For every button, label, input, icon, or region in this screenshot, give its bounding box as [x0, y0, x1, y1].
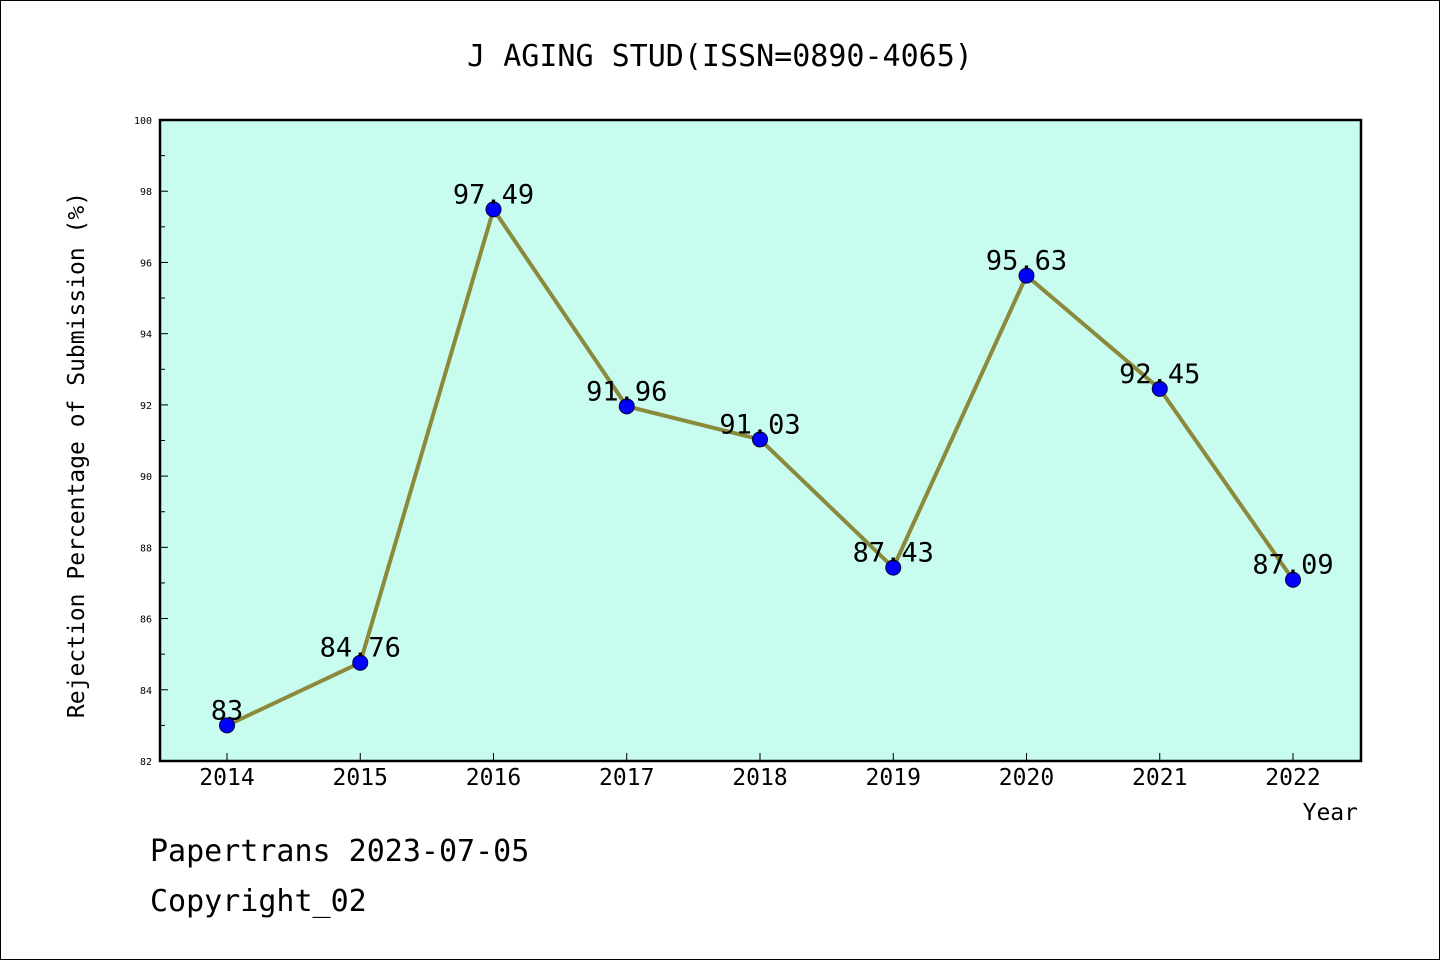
data-point	[618, 398, 635, 415]
data-point	[1285, 571, 1301, 588]
y-tick-label: 94	[140, 330, 152, 341]
data-point	[352, 654, 369, 671]
x-tick-label: 2020	[999, 765, 1054, 791]
y-axis-label: Rejection Percentage of Submission (%)	[64, 192, 90, 718]
x-tick-label: 2021	[1132, 765, 1187, 791]
data-point	[219, 717, 235, 734]
data-point	[1151, 380, 1168, 397]
y-tick-label: 86	[140, 615, 152, 626]
x-tick-label: 2015	[333, 765, 388, 791]
footer-line-2: Copyright_02	[150, 884, 367, 919]
data-label: 91.96	[586, 376, 667, 407]
y-tick-label: 84	[140, 686, 152, 697]
data-labels: 83 84.76 97.49 91.96 91.03 87.43 95.63 92.45 87.…	[211, 179, 1334, 726]
data-label: 95.63	[986, 246, 1067, 277]
data-label: 84.76	[320, 633, 401, 664]
data-label: 83	[211, 695, 244, 726]
footer-line-1: Papertrans 2023-07-05	[150, 834, 530, 869]
x-tick-label: 2018	[732, 765, 787, 791]
plot-border	[158, 118, 1363, 763]
data-point	[1018, 267, 1035, 284]
data-label: 91.03	[719, 409, 800, 440]
x-tick-label: 2019	[866, 765, 921, 791]
y-tick-label: 90	[140, 472, 152, 483]
data-point	[752, 431, 768, 448]
data-label: 92.45	[1119, 359, 1200, 390]
y-tick-label: 98	[140, 187, 152, 198]
x-axis: 2014 2015 2016 2017 2018 2019 2020 2021 2022	[199, 753, 1321, 791]
chart-title: J AGING STUD(ISSN=0890-4065)	[467, 39, 973, 74]
data-label: 87.09	[1252, 550, 1333, 581]
x-tick-label: 2014	[199, 765, 254, 791]
data-label: 97.49	[453, 179, 534, 210]
x-tick-label: 2017	[599, 765, 654, 791]
x-axis-label: Year	[1303, 800, 1358, 826]
y-tick-label: 82	[140, 757, 152, 768]
y-tick-label: 96	[140, 258, 152, 269]
data-point	[485, 201, 502, 218]
x-tick-label: 2022	[1265, 765, 1320, 791]
x-tick-label: 2016	[466, 765, 521, 791]
y-tick-label: 88	[140, 543, 152, 554]
series-markers	[219, 201, 1301, 734]
y-tick-label: 92	[140, 401, 152, 412]
data-label: 87.43	[853, 538, 934, 569]
y-tick-label: 100	[134, 116, 152, 127]
data-point	[885, 559, 902, 576]
